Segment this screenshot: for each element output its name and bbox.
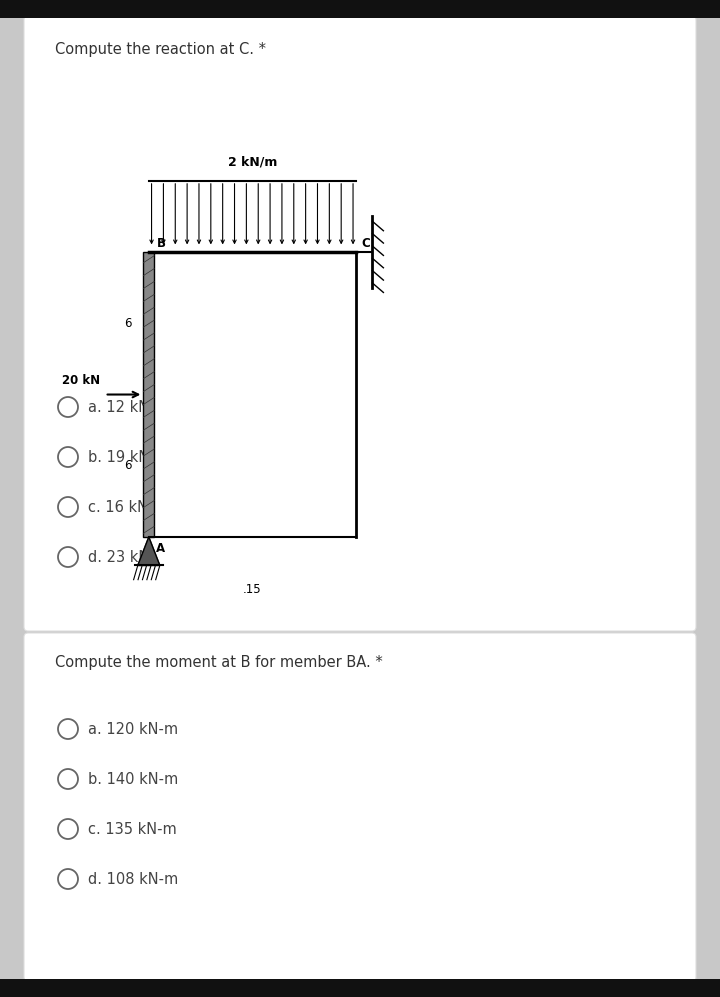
Text: C: C [361, 236, 370, 249]
Text: 2 kN/m: 2 kN/m [228, 156, 277, 168]
Text: 6: 6 [125, 317, 132, 330]
Text: d. 108 kN-m: d. 108 kN-m [88, 871, 179, 886]
Bar [0, 979, 720, 997]
Text: Compute the reaction at C. *: Compute the reaction at C. * [55, 42, 266, 57]
FancyBboxPatch shape [24, 16, 696, 631]
Text: b. 140 kN-m: b. 140 kN-m [88, 772, 179, 787]
Polygon shape [138, 537, 160, 565]
Text: Compute the moment at B for member BA. *: Compute the moment at B for member BA. * [55, 655, 383, 670]
Text: b. 19 kN: b. 19 kN [88, 450, 149, 465]
Bar [143, 252, 154, 537]
Text: c. 16 kN: c. 16 kN [88, 499, 148, 514]
Text: a. 12 kN: a. 12 kN [88, 400, 149, 415]
FancyBboxPatch shape [24, 633, 696, 981]
Text: 6: 6 [125, 460, 132, 473]
Text: a. 120 kN-m: a. 120 kN-m [88, 722, 178, 737]
Text: .15: .15 [243, 582, 261, 595]
Bar [0, 0, 720, 18]
Text: c. 135 kN-m: c. 135 kN-m [88, 822, 176, 836]
Text: d. 23 kN: d. 23 kN [88, 549, 149, 564]
Text: B: B [157, 236, 166, 249]
Text: 20 kN: 20 kN [63, 375, 101, 388]
Text: A: A [156, 541, 165, 554]
